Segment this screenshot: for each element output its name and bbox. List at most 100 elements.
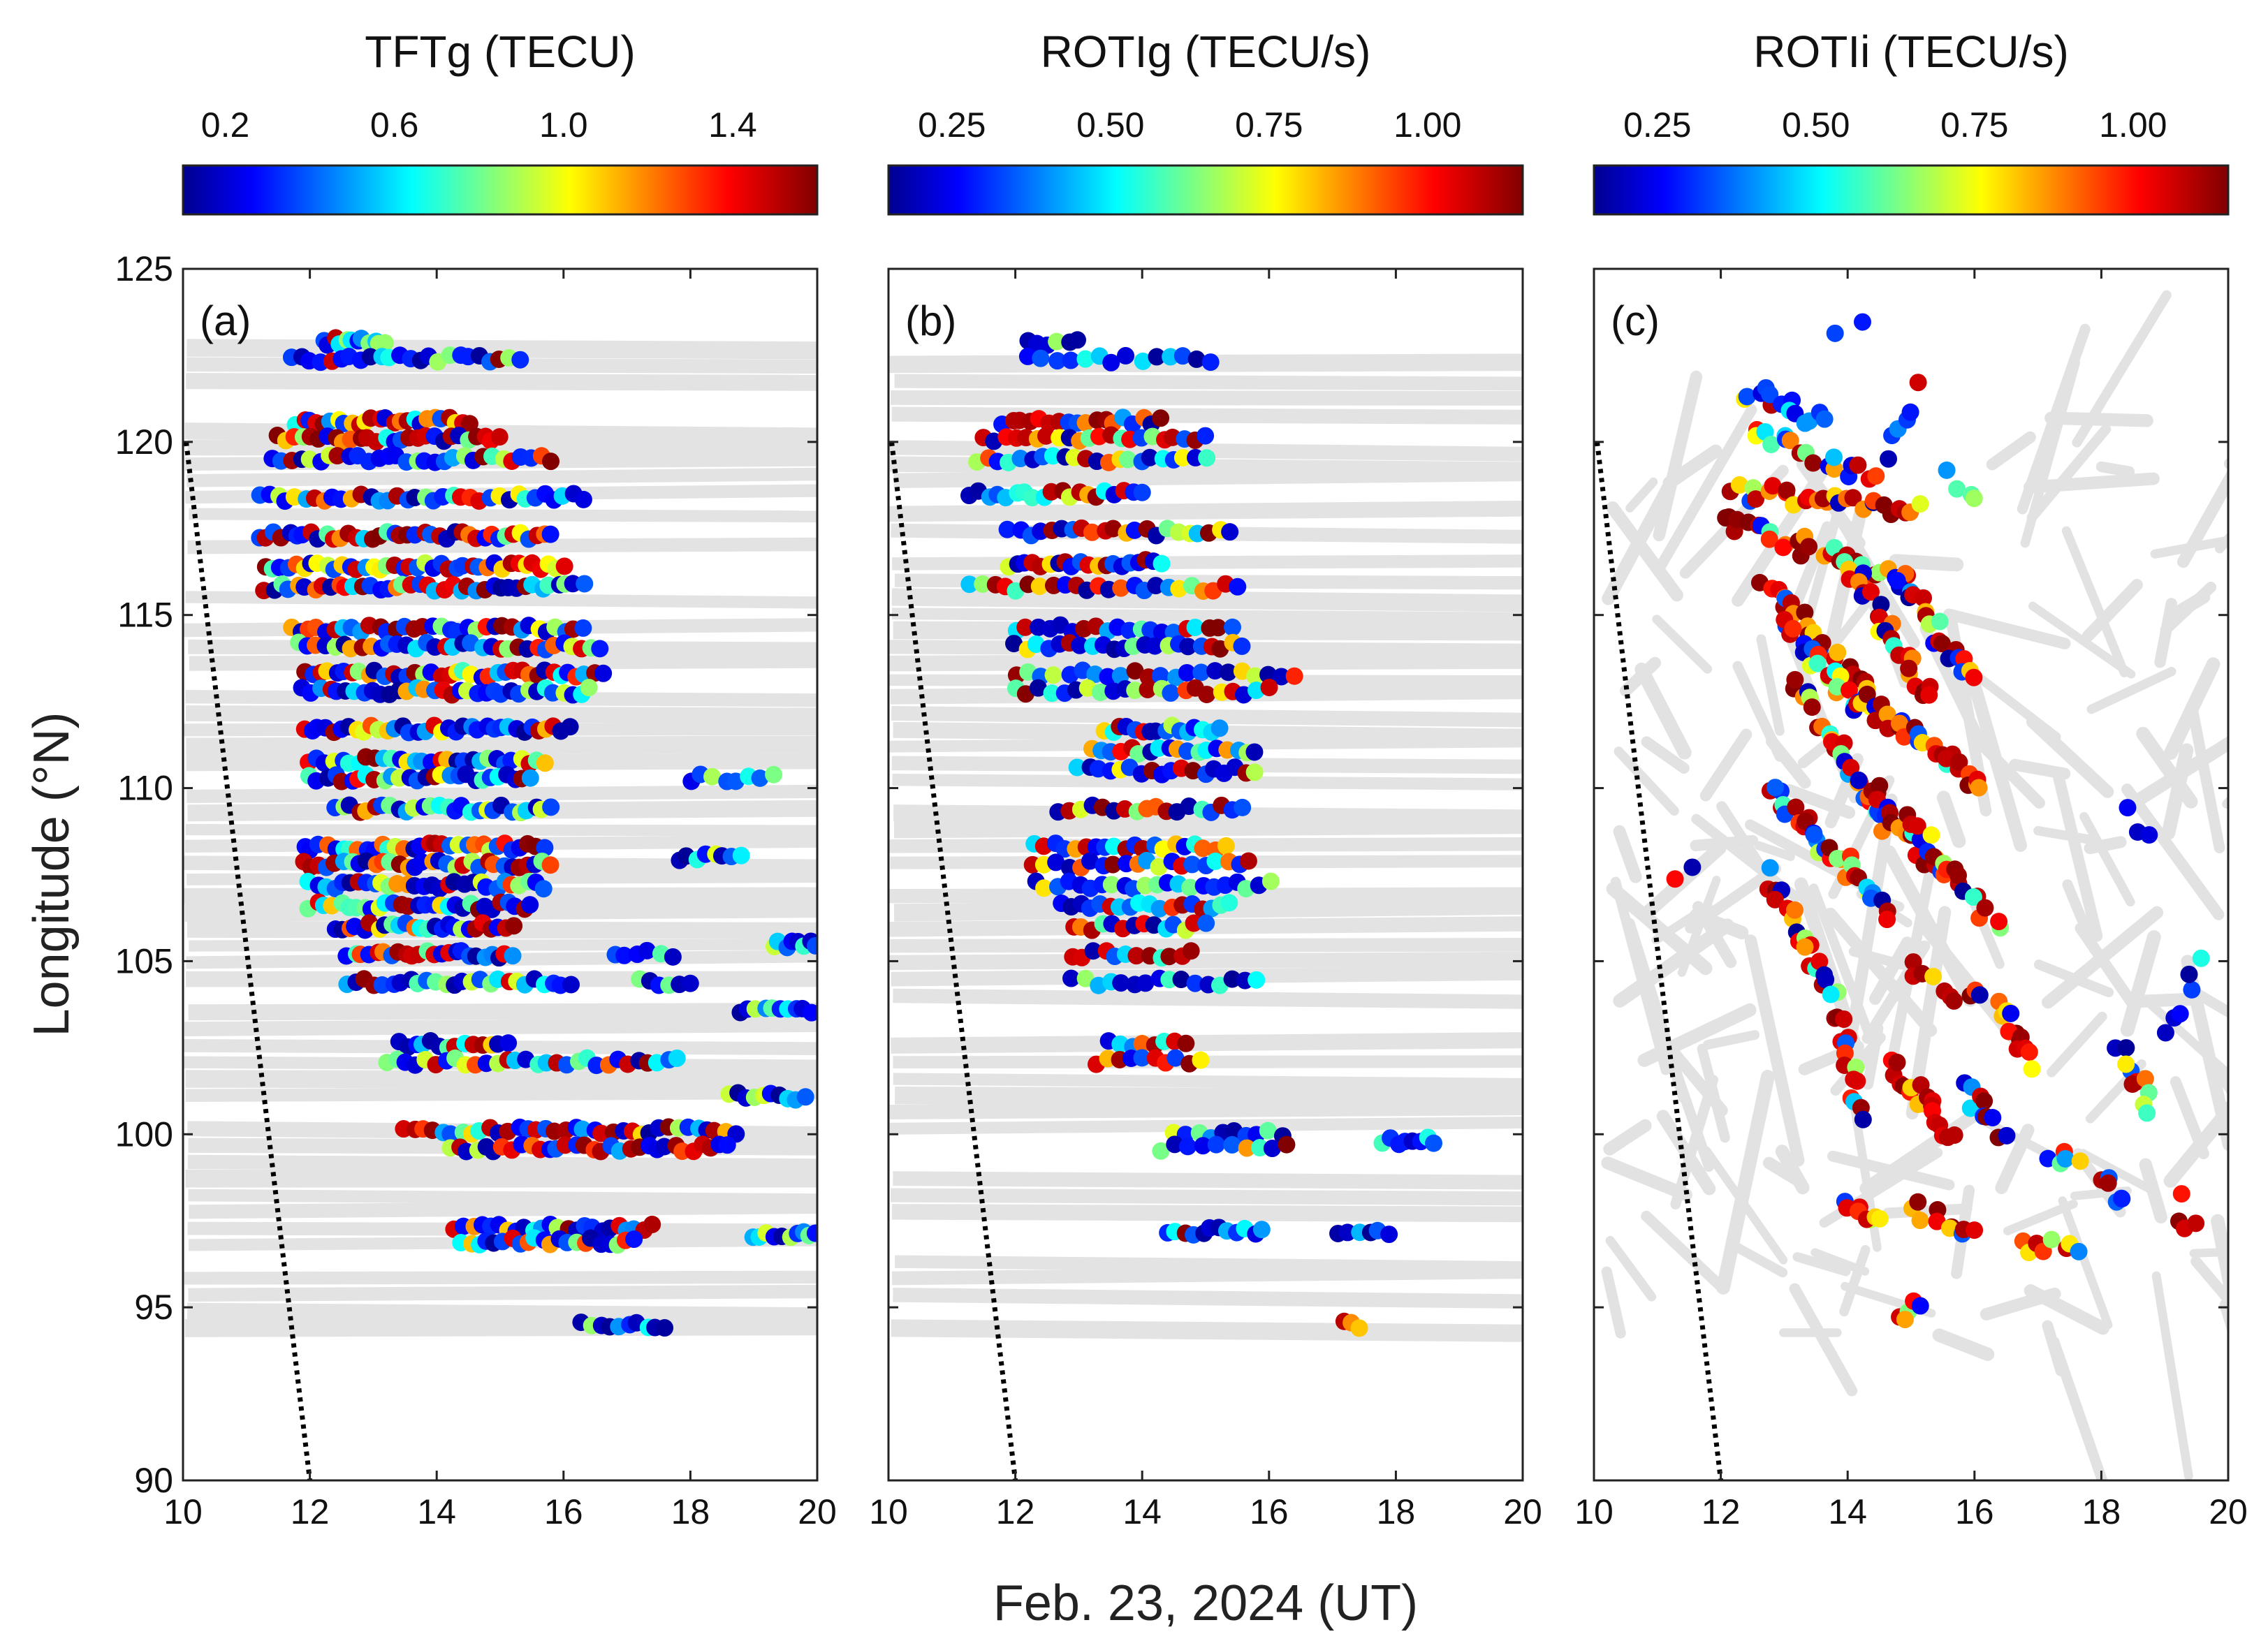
data-point-c bbox=[2023, 1060, 2041, 1078]
data-point-c bbox=[1900, 659, 1918, 677]
background-track-c bbox=[1602, 471, 1681, 605]
data-point-a bbox=[587, 1057, 606, 1075]
data-point-c bbox=[1872, 596, 1890, 614]
colorbar-b bbox=[887, 164, 1524, 216]
background-track-b bbox=[889, 887, 1523, 904]
x-tick-label-b: 20 bbox=[1503, 1492, 1542, 1531]
background-track-c bbox=[1637, 1003, 1757, 1067]
data-point-c bbox=[2056, 1149, 2075, 1168]
data-point-b bbox=[1206, 662, 1224, 680]
data-point-b bbox=[1178, 663, 1196, 682]
data-point-a bbox=[542, 798, 560, 816]
background-track-b bbox=[890, 938, 1523, 953]
data-point-c bbox=[1945, 992, 1963, 1010]
data-point-b bbox=[1081, 852, 1099, 870]
background-track-a bbox=[186, 373, 817, 391]
background-track-c bbox=[2058, 1196, 2113, 1330]
data-point-b bbox=[1285, 667, 1303, 685]
data-point-b bbox=[1023, 489, 1041, 507]
data-point-c bbox=[1803, 698, 1821, 716]
data-point-c bbox=[1815, 410, 1834, 428]
background-track-c bbox=[1762, 1156, 1806, 1188]
background-track-c bbox=[1889, 554, 1964, 572]
data-point-b bbox=[1016, 618, 1034, 636]
data-point-b bbox=[1259, 1121, 1277, 1140]
colorbar-tick-label-b: 0.75 bbox=[1235, 105, 1303, 145]
data-point-b bbox=[1338, 1223, 1356, 1242]
data-point-b bbox=[1251, 1139, 1269, 1157]
background-track-b bbox=[889, 1101, 1523, 1120]
data-point-b bbox=[1148, 348, 1166, 366]
data-point-b bbox=[1223, 1135, 1241, 1154]
data-point-b bbox=[1150, 858, 1168, 876]
data-point-b bbox=[1117, 346, 1135, 365]
data-point-a bbox=[615, 946, 634, 964]
background-track-c bbox=[2211, 1214, 2228, 1311]
data-point-a bbox=[328, 447, 346, 465]
data-point-c bbox=[1948, 480, 1966, 498]
data-point-c bbox=[1961, 1099, 1980, 1117]
x-axis-label: Feb. 23, 2024 (UT) bbox=[993, 1575, 1418, 1631]
background-track-c bbox=[2252, 976, 2268, 1038]
data-point-c bbox=[1871, 1209, 1889, 1228]
scatter-points-a bbox=[251, 329, 817, 1337]
x-tick-label-c: 20 bbox=[2209, 1492, 2248, 1531]
data-point-b bbox=[1166, 1135, 1184, 1154]
background-track-a bbox=[185, 705, 817, 724]
data-point-c bbox=[2117, 1055, 2135, 1073]
background-track-c bbox=[2079, 811, 2135, 907]
x-ticks-b: 10 12 14 16 18 20 bbox=[869, 269, 1542, 1531]
data-point-b bbox=[1350, 1319, 1368, 1337]
data-point-c bbox=[1933, 635, 1951, 653]
background-track-c bbox=[1824, 907, 1938, 1037]
background-track-a bbox=[184, 1317, 817, 1337]
panel-a: TFTg (TECU) 0.2 0.6 1.0 1.4 10 12 14 16 18 20 90… bbox=[115, 27, 837, 1531]
data-point-b bbox=[1160, 948, 1178, 966]
data-point-c bbox=[1888, 1053, 1906, 1071]
data-point-c bbox=[1810, 952, 1829, 971]
data-point-b bbox=[1182, 942, 1200, 960]
data-point-c bbox=[1835, 1010, 1853, 1028]
background-track-c bbox=[2042, 906, 2164, 1009]
data-point-b bbox=[1136, 974, 1155, 992]
data-point-c bbox=[1774, 538, 1792, 557]
panel-label-a: (a) bbox=[200, 297, 251, 344]
data-point-a bbox=[806, 1224, 817, 1242]
background-track-a bbox=[185, 1070, 817, 1089]
data-point-c bbox=[2071, 1152, 2089, 1170]
data-point-c bbox=[1826, 324, 1844, 342]
background-track-c bbox=[1605, 1235, 1657, 1302]
data-point-a bbox=[803, 1003, 817, 1022]
data-point-c bbox=[1861, 583, 1880, 601]
data-point-a bbox=[751, 769, 769, 787]
data-point-b bbox=[1126, 682, 1144, 700]
colorbar-tick-label-b: 0.50 bbox=[1076, 105, 1144, 145]
data-point-b bbox=[1425, 1134, 1443, 1152]
data-point-c bbox=[1901, 403, 1919, 421]
background-track-c bbox=[1754, 841, 1795, 861]
data-point-c bbox=[1805, 825, 1823, 844]
data-point-b bbox=[1173, 448, 1192, 466]
x-tick-label-a: 12 bbox=[291, 1492, 330, 1531]
background-track-c bbox=[1603, 1119, 1652, 1156]
data-point-b bbox=[1245, 763, 1264, 781]
data-point-c bbox=[1730, 476, 1748, 494]
data-point-b bbox=[1032, 349, 1050, 367]
plot-frame-b bbox=[887, 267, 1524, 1482]
x-tick-label-c: 14 bbox=[1828, 1492, 1867, 1531]
data-point-a bbox=[505, 917, 523, 935]
data-point-c bbox=[1975, 1092, 1993, 1110]
data-point-b bbox=[1127, 947, 1146, 965]
data-point-b bbox=[1044, 666, 1062, 684]
data-point-b bbox=[1151, 667, 1169, 685]
data-point-b bbox=[1005, 635, 1023, 653]
data-point-b bbox=[1047, 853, 1065, 871]
data-point-b bbox=[1112, 579, 1130, 597]
x-tick-label-b: 18 bbox=[1377, 1492, 1416, 1531]
data-point-a bbox=[576, 575, 594, 593]
background-track-a bbox=[188, 1284, 817, 1302]
data-point-a bbox=[681, 974, 699, 992]
data-point-b bbox=[1217, 837, 1235, 855]
colorbar-tick-label-a: 1.0 bbox=[539, 105, 588, 145]
data-point-b bbox=[1261, 872, 1280, 890]
